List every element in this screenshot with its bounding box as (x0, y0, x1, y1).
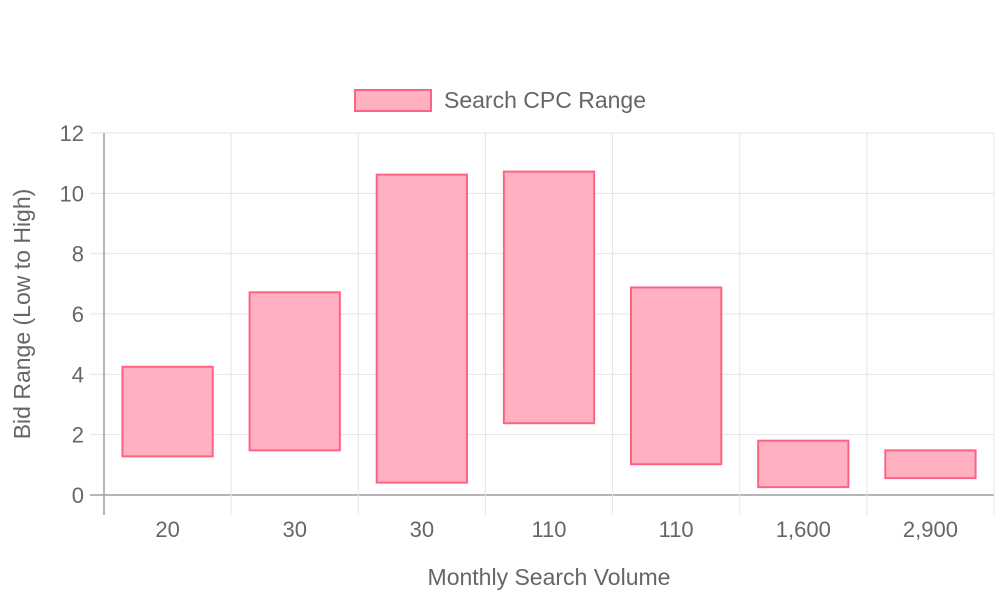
y-tick-label: 6 (72, 302, 84, 327)
y-tick-label: 0 (72, 483, 84, 508)
range-bar[interactable] (502, 170, 596, 425)
range-bar[interactable] (375, 173, 468, 484)
range-bar[interactable] (248, 291, 341, 452)
y-axis-ticks: 0 2 4 6 8 10 12 (60, 121, 84, 508)
y-tick-label: 8 (72, 242, 84, 267)
range-bar[interactable] (121, 365, 214, 458)
x-tick-label: 110 (659, 517, 694, 542)
x-axis-ticks: 20 30 30 110 110 1,600 2,900 (155, 517, 958, 542)
grid-lines (90, 132, 995, 515)
x-tick-label: 2,900 (903, 517, 958, 542)
y-tick-label: 4 (72, 362, 84, 387)
x-tick-label: 30 (410, 517, 434, 542)
x-tick-label: 30 (282, 517, 306, 542)
y-tick-label: 10 (60, 181, 84, 206)
range-bar[interactable] (630, 286, 723, 466)
y-tick-label: 2 (72, 423, 84, 448)
legend-swatch (354, 89, 432, 112)
bars (121, 170, 977, 489)
x-tick-label: 20 (155, 517, 179, 542)
legend-label: Search CPC Range (444, 87, 646, 113)
y-tick-label: 12 (60, 121, 84, 146)
x-tick-label: 110 (531, 517, 566, 542)
range-bar[interactable] (757, 439, 850, 489)
legend[interactable]: Search CPC Range (0, 87, 1000, 114)
x-tick-label: 1,600 (776, 517, 831, 542)
range-bar[interactable] (884, 449, 977, 480)
x-axis-title: Monthly Search Volume (428, 564, 671, 590)
y-axis-title: Bid Range (Low to High) (9, 189, 35, 440)
